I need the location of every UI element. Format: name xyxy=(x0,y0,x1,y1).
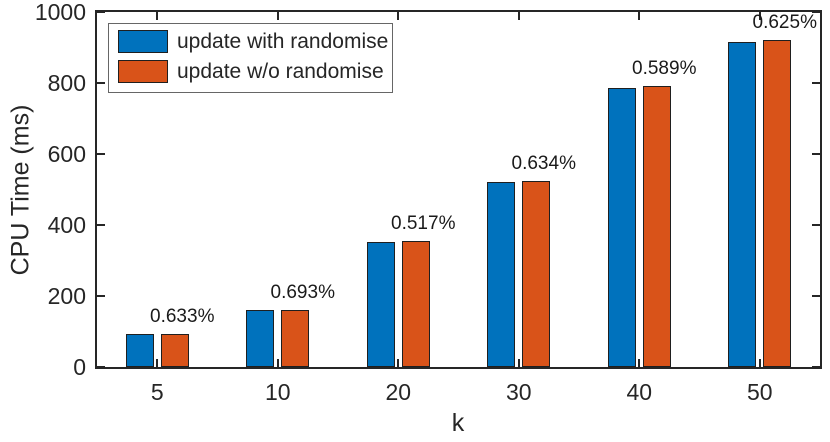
x-tick-label: 50 xyxy=(746,379,773,405)
y-tick-label: 400 xyxy=(47,212,86,238)
x-tick-label: 40 xyxy=(626,379,653,405)
bar-annotation: 0.589% xyxy=(632,58,697,80)
x-tick-mark-top xyxy=(276,12,279,20)
bar-series2-k40 xyxy=(642,86,671,367)
bar-series1-k40 xyxy=(607,87,636,367)
y-tick-mark-left xyxy=(97,82,105,84)
bar-annotation: 0.693% xyxy=(270,281,335,303)
y-tick-mark-right xyxy=(812,224,820,226)
bar-series2-k10 xyxy=(281,309,310,367)
legend-swatch-icon xyxy=(118,30,168,53)
x-tick-mark-top xyxy=(638,12,641,20)
x-tick-mark-bottom xyxy=(758,359,761,367)
legend-label: update with randomise xyxy=(177,30,389,53)
y-tick-mark-left xyxy=(97,153,105,155)
x-axis-label: k xyxy=(451,409,465,437)
legend-item-2: update w/o randomise xyxy=(118,60,392,83)
bar-annotation: 0.634% xyxy=(511,153,576,175)
x-tick-label: 30 xyxy=(505,379,532,405)
x-tick-label: 20 xyxy=(385,379,412,405)
y-tick-mark-right xyxy=(812,82,820,84)
bar-series2-k20 xyxy=(401,240,430,367)
y-tick-mark-right xyxy=(812,11,820,13)
x-tick-mark-bottom xyxy=(638,359,641,367)
y-tick-mark-left xyxy=(97,295,105,297)
y-tick-label: 1000 xyxy=(34,0,86,25)
legend: update with randomise update w/o randomis… xyxy=(108,23,393,93)
x-tick-mark-top xyxy=(156,12,159,20)
x-tick-label: 5 xyxy=(150,379,164,405)
bar-annotation: 0.517% xyxy=(391,212,456,234)
bar-annotation: 0.633% xyxy=(150,305,215,327)
legend-label: update w/o randomise xyxy=(177,60,384,83)
x-tick-mark-bottom xyxy=(276,359,279,367)
x-tick-label: 10 xyxy=(264,379,291,405)
y-tick-mark-left xyxy=(97,224,105,226)
y-tick-label: 0 xyxy=(73,354,86,380)
plot-area: 0.633% 0.693% 0.517% 0.634% 0.589% 0.625% xyxy=(95,10,822,369)
y-axis-label: CPU Time (ms) xyxy=(6,104,35,276)
bar-series1-k50 xyxy=(728,42,757,367)
y-tick-label: 200 xyxy=(47,283,86,309)
bar-series1-k30 xyxy=(487,182,516,367)
y-tick-mark-left xyxy=(97,366,105,368)
y-tick-mark-left xyxy=(97,11,105,13)
bar-annotation: 0.625% xyxy=(752,12,817,34)
x-tick-mark-top xyxy=(758,12,761,20)
x-tick-mark-top xyxy=(517,12,520,20)
legend-item-1: update with randomise xyxy=(118,30,392,53)
bar-series2-k5 xyxy=(160,333,189,367)
bar-series2-k50 xyxy=(763,40,792,367)
y-tick-mark-right xyxy=(812,366,820,368)
y-tick-mark-right xyxy=(812,295,820,297)
x-tick-mark-bottom xyxy=(397,359,400,367)
y-tick-label: 800 xyxy=(47,70,86,96)
bar-series1-k20 xyxy=(366,241,395,367)
legend-swatch-icon xyxy=(118,60,168,83)
x-tick-mark-top xyxy=(397,12,400,20)
y-tick-mark-right xyxy=(812,153,820,155)
bar-series1-k5 xyxy=(125,334,154,367)
x-tick-mark-bottom xyxy=(156,359,159,367)
x-tick-mark-bottom xyxy=(517,359,520,367)
y-tick-label: 600 xyxy=(47,141,86,167)
bar-series2-k30 xyxy=(522,181,551,367)
bar-series1-k10 xyxy=(246,310,275,367)
